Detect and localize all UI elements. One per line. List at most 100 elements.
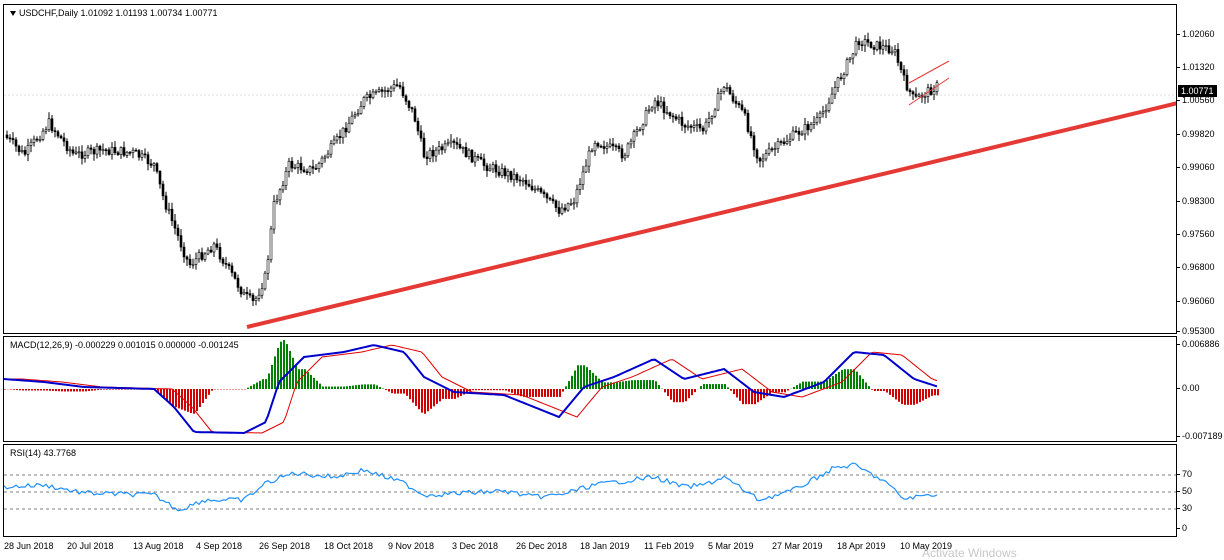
macd-histogram-bar [187, 389, 189, 412]
macd-histogram-bar [427, 389, 429, 411]
time-tick-label: 26 Dec 2018 [516, 541, 567, 551]
macd-histogram-bar [526, 389, 528, 397]
macd-histogram-bar [34, 389, 36, 390]
price-candle [819, 113, 821, 117]
price-candle [174, 221, 176, 228]
macd-histogram-bar [781, 389, 783, 392]
price-candle [417, 121, 419, 131]
macd-histogram-bar [556, 389, 558, 397]
price-candle [240, 287, 242, 294]
macd-histogram-bar [343, 387, 345, 389]
macd-histogram-bar [829, 378, 831, 389]
dropdown-triangle-icon[interactable] [10, 11, 16, 16]
price-candle [750, 132, 752, 136]
price-candle [228, 264, 230, 266]
macd-histogram-bar [316, 381, 318, 389]
price-candle [555, 201, 557, 208]
price-candle [684, 125, 686, 127]
price-candle [363, 97, 365, 106]
macd-histogram-bar [334, 387, 336, 389]
macd-histogram-bar [625, 381, 627, 389]
macd-histogram-bar [577, 365, 579, 389]
price-candle [573, 203, 575, 204]
time-tick-label: 28 Jun 2018 [4, 541, 54, 551]
price-candle [924, 96, 926, 97]
macd-histogram-bar [730, 389, 732, 391]
macd-canvas[interactable] [4, 337, 1177, 442]
rsi-canvas[interactable] [4, 445, 1177, 537]
price-candle [483, 159, 485, 166]
price-candle [432, 150, 434, 156]
price-candle [525, 180, 527, 184]
price-candle [537, 188, 539, 189]
price-candle [603, 146, 605, 148]
macd-histogram-bar [913, 389, 915, 405]
price-candle [24, 150, 26, 154]
time-tick-label: 9 Nov 2018 [388, 541, 434, 551]
macd-histogram-bar [49, 389, 51, 391]
price-candle [453, 141, 455, 142]
price-candle [141, 154, 143, 157]
macd-histogram-bar [514, 389, 516, 394]
price-candle [630, 141, 632, 144]
price-candle [21, 150, 23, 151]
price-candle [672, 116, 674, 117]
macd-histogram-bar [853, 369, 855, 389]
macd-histogram-bar [856, 372, 858, 389]
price-chart-pane[interactable]: USDCHF,Daily 1.01092 1.01193 1.00734 1.0… [3, 4, 1177, 334]
rsi-tick-label: 50 [1177, 486, 1192, 496]
price-candle [366, 94, 368, 97]
price-candle [360, 106, 362, 113]
price-candle [420, 131, 422, 138]
macd-histogram-bar [517, 389, 519, 395]
macd-histogram-bar [670, 389, 672, 400]
price-candle [468, 150, 470, 157]
macd-histogram-bar [490, 389, 492, 390]
price-candle [90, 148, 92, 149]
price-candle [9, 138, 11, 139]
price-candle [534, 189, 536, 190]
price-candle [894, 49, 896, 51]
price-candle [717, 94, 719, 110]
macd-histogram-bar [547, 389, 549, 397]
macd-histogram-bar [22, 389, 24, 390]
channel-lower-line[interactable] [909, 78, 949, 105]
channel-upper-line[interactable] [909, 61, 949, 83]
macd-histogram-bar [265, 379, 267, 389]
price-candle [276, 200, 278, 202]
price-candle [591, 151, 593, 152]
price-chart-canvas[interactable] [4, 5, 1177, 334]
macd-histogram-bar [733, 389, 735, 394]
support-trendline[interactable] [247, 103, 1177, 327]
price-candle [129, 152, 131, 153]
price-candle [117, 153, 119, 155]
macd-histogram-bar [685, 389, 687, 401]
macd-histogram-bar [91, 389, 93, 391]
price-candle [654, 101, 656, 108]
price-tick-label: 1.01320 [1177, 62, 1215, 72]
macd-histogram-bar [391, 389, 393, 393]
price-candle [522, 180, 524, 181]
price-candle [426, 157, 428, 159]
price-candle [108, 150, 110, 155]
price-candle [231, 266, 233, 273]
price-candle [768, 149, 770, 154]
macd-histogram-bar [382, 388, 384, 389]
macd-histogram-bar [925, 389, 927, 399]
price-candle [315, 168, 317, 169]
macd-histogram-bar [433, 389, 435, 406]
price-candle [465, 147, 467, 156]
rsi-pane[interactable]: RSI(14) 43.7768 [3, 444, 1177, 537]
price-candle [255, 298, 257, 300]
price-candle [252, 295, 254, 301]
macd-histogram-bar [205, 389, 207, 399]
macd-pane[interactable]: MACD(12,26,9) -0.000229 0.001015 0.00000… [3, 336, 1177, 442]
price-candle [792, 131, 794, 139]
price-candle [144, 154, 146, 155]
price-candle [567, 204, 569, 210]
macd-histogram-bar [664, 389, 666, 392]
price-candle [282, 186, 284, 190]
macd-histogram-bar [310, 375, 312, 389]
price-candle [501, 169, 503, 176]
